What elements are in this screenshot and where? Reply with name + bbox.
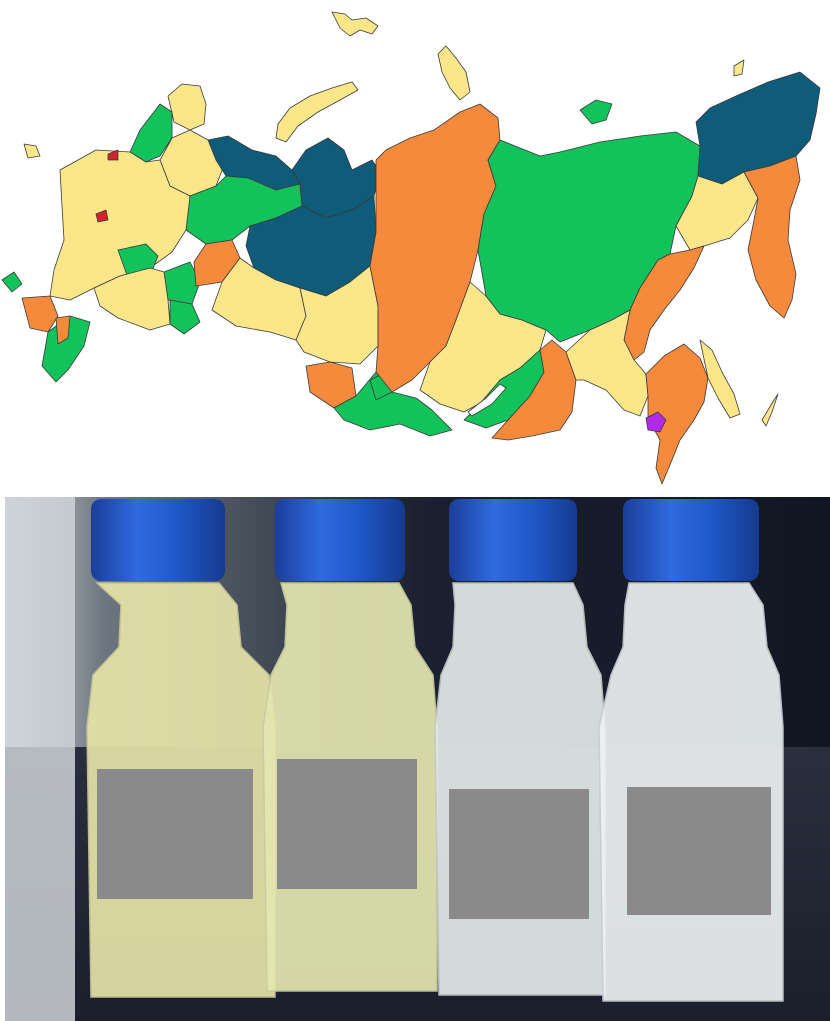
region-caucasus-green (41, 315, 91, 383)
region-novaya-zemlya (275, 81, 359, 143)
region-wrangel (733, 59, 745, 77)
bottle-2-label-cover (277, 759, 417, 889)
bottle-2 (262, 499, 438, 992)
region-yakutia (477, 131, 701, 343)
region-kazakh-border (93, 267, 171, 331)
bottle-1-label-cover (97, 769, 253, 899)
region-crimea (1, 271, 23, 293)
region-sakhalin (699, 339, 741, 419)
bottle-4-label-cover (627, 787, 771, 915)
left-light-strip (5, 497, 75, 1021)
region-altai-green (333, 371, 453, 437)
bottle-1-cap (91, 499, 225, 581)
bottle-3-cap (449, 499, 577, 581)
bottle-4-cap (623, 499, 759, 581)
region-kamchatka (743, 155, 801, 319)
bottle-1 (86, 499, 276, 998)
region-new-siberian (579, 99, 613, 125)
bottles-photo (5, 497, 830, 1021)
region-volga-green-3 (169, 299, 201, 335)
region-franz-josef-islands (331, 11, 379, 37)
region-tomsk-krasnoyarsk-border (295, 265, 379, 365)
bottle-4 (598, 499, 784, 1002)
region-severnaya-zemlya (437, 45, 471, 101)
region-krasnodar (21, 295, 59, 333)
region-kaliningrad (23, 143, 41, 159)
region-chukotka (695, 71, 821, 185)
region-murmansk (167, 83, 207, 131)
region-jewish-ao (645, 411, 667, 433)
region-moscow (95, 209, 109, 223)
photo-svg (5, 497, 830, 1021)
region-lake-baikal (467, 383, 507, 417)
bottle-2-cap (275, 499, 405, 581)
map-svg (1, 11, 821, 485)
bottle-3-label-cover (449, 789, 589, 919)
region-map (0, 0, 830, 495)
region-caucasus-orange (55, 315, 71, 345)
region-krasnoyarsk (369, 103, 501, 393)
region-khabarovsk (623, 245, 705, 361)
region-stpetersburg (107, 149, 119, 161)
bottle-3 (434, 499, 606, 996)
region-primorye (645, 343, 709, 485)
region-kurils (761, 393, 779, 427)
